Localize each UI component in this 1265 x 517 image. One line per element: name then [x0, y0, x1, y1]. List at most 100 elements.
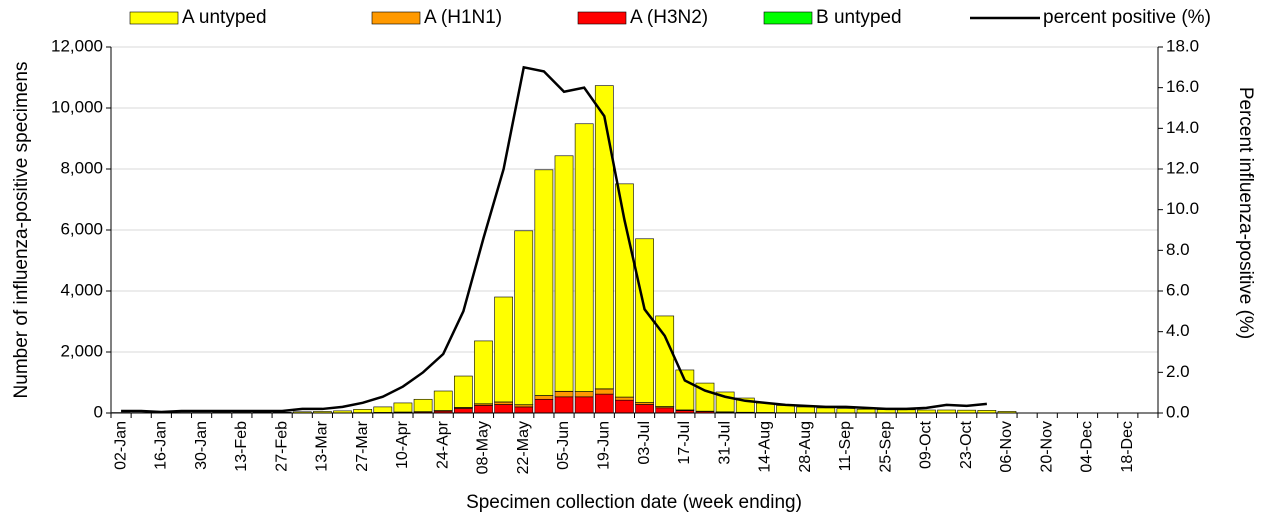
bar-segment: [796, 406, 816, 413]
x-tick-label: 13-Mar: [314, 420, 331, 471]
bar-segment: [393, 402, 413, 413]
x-tick-label: 09-Oct: [918, 420, 935, 469]
bar-segment: [453, 408, 473, 414]
y-tick-label: 0: [94, 402, 103, 421]
bar-segment: [494, 296, 513, 403]
x-tick-label: 04-Dec: [1079, 421, 1096, 473]
x-tick-label: 17-Jul: [676, 421, 693, 465]
y-tick-label: 10,000: [51, 97, 103, 116]
y-tick-label: 4,000: [60, 280, 103, 299]
bar-segment: [534, 395, 554, 400]
bar-segment: [554, 155, 574, 392]
x-tick-label: 23-Oct: [958, 420, 975, 469]
bar-segment: [514, 406, 534, 414]
y2-axis-title: Percent influenza-positive (%): [1235, 87, 1256, 339]
x-tick-label: 02-Jan: [112, 421, 129, 470]
x-tick-label: 19-Jun: [596, 421, 613, 470]
bar-segment: [615, 399, 634, 414]
bar-segment: [433, 390, 453, 411]
x-tick-label: 31-Jul: [716, 421, 733, 465]
bar-segment: [474, 340, 493, 405]
x-tick-label: 28-Aug: [797, 421, 814, 473]
bar-segment: [957, 409, 977, 414]
bar-segment: [474, 405, 493, 414]
legend-swatch: [577, 11, 627, 25]
bar-segment: [655, 315, 675, 407]
bar-segment: [635, 404, 654, 414]
bar-segment: [937, 409, 956, 414]
y2-tick-label: 18.0: [1166, 36, 1199, 55]
bar-segment: [373, 406, 393, 413]
bar-segment: [675, 369, 695, 411]
bar-segment: [776, 405, 795, 413]
bar-segment: [353, 409, 373, 413]
y2-tick-label: 2.0: [1166, 362, 1190, 381]
bar-segment: [695, 382, 715, 412]
legend-label: A (H3N2): [630, 7, 708, 28]
x-tick-label: 27-Feb: [273, 421, 290, 472]
y2-tick-label: 4.0: [1166, 321, 1190, 340]
bar-segment: [615, 396, 634, 401]
x-tick-label: 16-Jan: [153, 421, 170, 470]
bar-segment: [655, 407, 675, 414]
y-tick-label: 6,000: [60, 219, 103, 238]
legend-label: A untyped: [182, 7, 267, 28]
legend-swatch: [371, 11, 421, 25]
bar-segment: [534, 398, 554, 414]
legend-swatch: [129, 11, 179, 25]
y-axis-title: Number of influenza-positive specimens: [11, 62, 32, 399]
x-tick-label: 10-Apr: [394, 420, 411, 469]
x-tick-label: 24-Apr: [434, 420, 451, 469]
legend-label: B untyped: [816, 7, 902, 28]
x-tick-label: 27-Mar: [354, 420, 371, 471]
y-tick-label: 2,000: [60, 341, 103, 360]
y2-tick-label: 16.0: [1166, 77, 1199, 96]
x-tick-label: 13-Feb: [233, 421, 250, 472]
x-axis-title: Specimen collection date (week ending): [466, 492, 802, 513]
x-tick-label: 14-Aug: [757, 421, 774, 473]
bar-segment: [594, 85, 614, 390]
bar-segment: [413, 398, 433, 412]
y2-tick-label: 12.0: [1166, 158, 1199, 177]
bar-segment: [494, 401, 513, 405]
x-tick-label: 08-May: [475, 421, 492, 474]
bar-segment: [514, 230, 534, 405]
bar-segment: [816, 407, 836, 414]
bar-segment: [917, 409, 936, 414]
legend-label: A (H1N1): [424, 7, 502, 28]
legend-label: percent positive (%): [1043, 7, 1211, 28]
bar-segment: [856, 408, 876, 414]
y-tick-label: 8,000: [60, 158, 103, 177]
bar-segment: [836, 408, 856, 414]
x-tick-label: 11-Sep: [837, 421, 854, 472]
y2-tick-label: 14.0: [1166, 118, 1199, 137]
x-tick-label: 03-Jul: [636, 421, 653, 465]
bar-segment: [514, 404, 534, 408]
y2-tick-label: 8.0: [1166, 240, 1190, 259]
bar-segment: [534, 169, 554, 396]
bar-segment: [574, 391, 594, 398]
bar-segment: [453, 375, 473, 408]
y-tick-label: 12,000: [51, 36, 103, 55]
x-tick-label: 06-Nov: [998, 421, 1015, 473]
bar-segment: [554, 391, 574, 398]
x-tick-label: 22-May: [515, 421, 532, 474]
bar-segment: [594, 393, 614, 414]
x-tick-label: 25-Sep: [877, 421, 894, 473]
bar-segment: [494, 404, 513, 414]
bar-segment: [635, 238, 654, 403]
y2-tick-label: 6.0: [1166, 280, 1190, 299]
y2-tick-label: 0.0: [1166, 402, 1190, 421]
bar-segment: [574, 123, 594, 392]
x-tick-label: 18-Dec: [1119, 421, 1136, 473]
x-tick-label: 30-Jan: [193, 421, 210, 470]
bar-segment: [896, 409, 916, 414]
x-tick-label: 05-Jun: [555, 421, 572, 470]
line-series: [121, 65, 987, 414]
x-tick-label: 20-Nov: [1038, 421, 1055, 473]
bar-segment: [594, 388, 614, 395]
bar-segment: [574, 396, 594, 414]
y2-tick-label: 10.0: [1166, 199, 1199, 218]
legend-swatch: [763, 11, 813, 25]
